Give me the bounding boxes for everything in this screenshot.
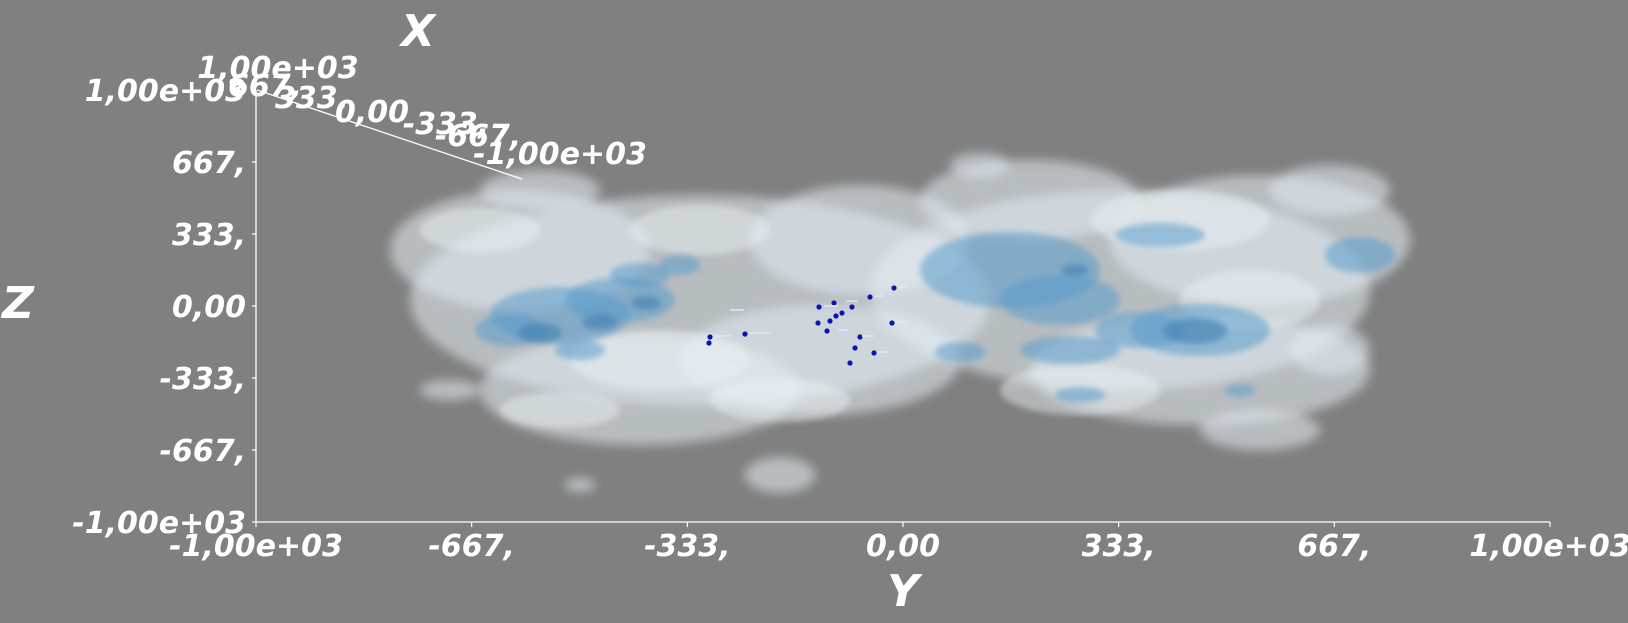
y-axis-tick-label: -667, [428,529,514,564]
data-marker [824,328,830,334]
data-markers [706,285,897,366]
data-marker [707,334,713,340]
data-marker [889,320,895,326]
y-axis-tick-label: -1,00e+03 [169,529,343,564]
x-axis-title: X [398,6,437,57]
z-axis-title: Z [0,278,35,329]
data-marker [815,320,821,326]
data-marker [833,313,839,319]
y-axis-tick-label: 0,00 [866,529,940,564]
data-marker [867,294,873,300]
x-axis-tick-label: 1,00e+03 [197,51,358,86]
z-axis-tick-label: 333, [172,218,246,253]
axes: 1,00e+03667,333,0,00-333,-667,-1,00e+03Z… [0,6,1628,617]
x-axis-tick-label: 0,00 [335,95,409,130]
x-axis-tick-label: -1,00e+03 [473,137,647,172]
data-marker [871,350,877,356]
data-marker [849,304,855,310]
data-marker [891,285,897,291]
data-marker-labels [714,286,908,362]
z-axis-tick-label: -1,00e+03 [72,506,246,541]
z-axis-tick-label: 1,00e+03 [85,74,246,109]
data-marker [742,331,748,337]
data-marker [706,340,712,346]
y-axis-title: Y [887,566,923,617]
z-axis-tick-label: 667, [172,146,246,181]
data-marker [827,318,833,324]
y-axis-tick-label: 667, [1297,529,1371,564]
y-axis-tick-label: 333, [1082,529,1156,564]
data-marker [852,345,858,351]
isosurface-core-regions [518,264,1227,344]
data-marker [831,300,837,306]
y-axis-tick-label: 1,00e+03 [1469,529,1628,564]
z-axis-tick-label: 0,00 [172,290,246,325]
data-marker [857,334,863,340]
x-axis-line [256,89,523,180]
z-axis-tick-label: -333, [160,362,246,397]
data-marker [839,310,845,316]
x-axis-tick-label: 333, [275,81,349,116]
y-axis-tick-label: -333, [644,529,730,564]
data-marker [847,360,853,366]
data-marker [816,304,822,310]
z-axis-tick-label: -667, [160,434,246,469]
x-axis-tick-label: -667, [435,119,521,154]
x-axis-tick-label: 667, [228,69,302,104]
x-axis-tick-label: -333, [403,107,489,142]
